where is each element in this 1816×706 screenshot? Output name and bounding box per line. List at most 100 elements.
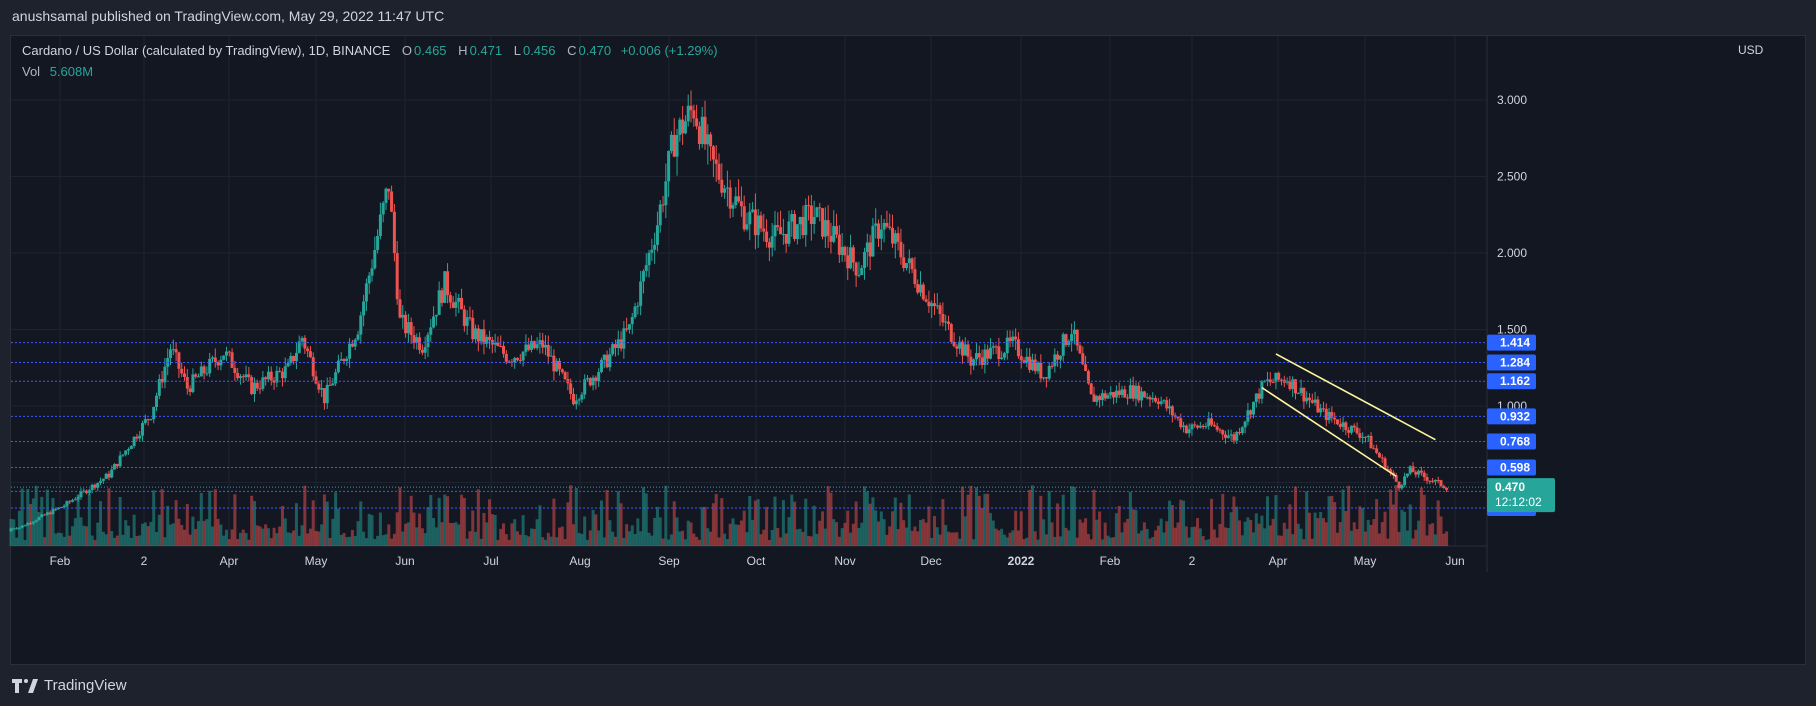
candle-body bbox=[625, 328, 629, 330]
candle-body bbox=[647, 252, 651, 266]
volume-bar bbox=[392, 533, 396, 546]
candle-body bbox=[938, 305, 942, 314]
volume-bar bbox=[54, 533, 58, 546]
volume-bar bbox=[857, 527, 861, 546]
volume-bar bbox=[1425, 535, 1429, 546]
footer-brand[interactable]: TradingView bbox=[12, 677, 127, 694]
volume-bar bbox=[658, 517, 662, 546]
volume-bar bbox=[208, 490, 212, 546]
volume-bar bbox=[759, 534, 763, 546]
x-tick-label: 2022 bbox=[1008, 554, 1035, 568]
volume-bar bbox=[62, 536, 66, 546]
volume-bar bbox=[485, 522, 489, 546]
volume-bar bbox=[739, 520, 743, 546]
volume-bar bbox=[798, 528, 802, 546]
volume-bar bbox=[48, 512, 52, 546]
candle-body bbox=[37, 517, 41, 521]
volume-bar bbox=[230, 529, 234, 546]
candle-body bbox=[952, 341, 956, 347]
volume-bar bbox=[37, 512, 41, 546]
volume-bar bbox=[479, 538, 483, 546]
volume-bar bbox=[541, 537, 545, 546]
candle-body bbox=[1386, 469, 1390, 471]
candle-body bbox=[633, 306, 637, 318]
volume-bar bbox=[955, 532, 959, 546]
candle-body bbox=[737, 196, 741, 202]
volume-bar bbox=[1028, 489, 1032, 546]
volume-bar bbox=[1271, 518, 1275, 546]
volume-bar bbox=[1056, 503, 1060, 546]
candle-body bbox=[188, 388, 192, 392]
volume-bar bbox=[118, 496, 122, 546]
candle-body bbox=[518, 359, 522, 361]
candle-body bbox=[443, 271, 447, 303]
volume-bar bbox=[488, 499, 492, 546]
candle-body bbox=[1414, 472, 1418, 475]
volume-bar bbox=[241, 529, 245, 546]
volume-bar bbox=[180, 524, 184, 546]
volume-bar bbox=[821, 511, 825, 546]
candle-body bbox=[571, 393, 575, 405]
candle-body bbox=[236, 372, 240, 379]
candle-body bbox=[863, 251, 867, 269]
candle-body bbox=[527, 344, 531, 350]
candle-body bbox=[423, 347, 427, 353]
candle-body bbox=[345, 358, 349, 362]
volume-bar bbox=[569, 485, 573, 546]
volume-bar bbox=[1229, 512, 1233, 546]
volume-bar bbox=[258, 526, 262, 546]
candle-body bbox=[264, 377, 268, 380]
x-tick-label: Oct bbox=[747, 554, 766, 568]
volume-bar bbox=[51, 498, 55, 546]
candle-body bbox=[1025, 356, 1029, 364]
candle-body bbox=[283, 366, 287, 379]
candle-body bbox=[1131, 385, 1135, 399]
volume-bar bbox=[1419, 487, 1423, 546]
candle-body bbox=[275, 370, 279, 383]
volume-bar bbox=[563, 539, 567, 546]
candle-body bbox=[1112, 392, 1116, 398]
level-label: 1.414 bbox=[1500, 336, 1530, 350]
x-tick-label: Apr bbox=[1269, 554, 1288, 568]
candle-body bbox=[997, 346, 1001, 360]
volume-bar bbox=[127, 525, 131, 546]
y-tick-label: 3.000 bbox=[1497, 93, 1527, 107]
volume-bar bbox=[644, 493, 648, 546]
volume-bar bbox=[963, 516, 967, 546]
volume-bar bbox=[577, 532, 581, 546]
candle-body bbox=[395, 253, 399, 300]
candle-body bbox=[560, 369, 564, 373]
volume-bar bbox=[1137, 533, 1141, 546]
candle-body bbox=[437, 290, 441, 315]
candle-body bbox=[969, 356, 973, 366]
x-tick-label: May bbox=[1354, 554, 1377, 568]
volume-bar bbox=[1033, 531, 1037, 546]
candle-body bbox=[185, 376, 189, 389]
volume-bar bbox=[1285, 528, 1289, 546]
candle-body bbox=[1182, 425, 1186, 428]
candle-body bbox=[753, 209, 757, 236]
candle-body bbox=[697, 126, 701, 144]
candle-body bbox=[1226, 435, 1230, 438]
candle-body bbox=[1389, 469, 1393, 473]
candle-body bbox=[1036, 362, 1040, 372]
volume-bar bbox=[348, 536, 352, 546]
volume-bar bbox=[972, 539, 976, 546]
candle-body bbox=[499, 345, 503, 347]
volume-bar bbox=[93, 539, 97, 546]
open-label: O bbox=[401, 43, 412, 58]
volume-bar bbox=[966, 494, 970, 546]
close-value: 0.470 bbox=[578, 43, 612, 58]
candle-body bbox=[1098, 396, 1102, 401]
volume-bar bbox=[339, 534, 343, 546]
candle-body bbox=[465, 317, 469, 326]
candle-body bbox=[280, 371, 284, 379]
volume-bar bbox=[1310, 538, 1314, 546]
volume-bar bbox=[1355, 529, 1359, 546]
volume-bar bbox=[1067, 530, 1071, 546]
volume-bar bbox=[255, 525, 259, 546]
candle-body bbox=[113, 463, 117, 470]
candle-body bbox=[661, 204, 665, 206]
volume-bar bbox=[384, 534, 388, 546]
